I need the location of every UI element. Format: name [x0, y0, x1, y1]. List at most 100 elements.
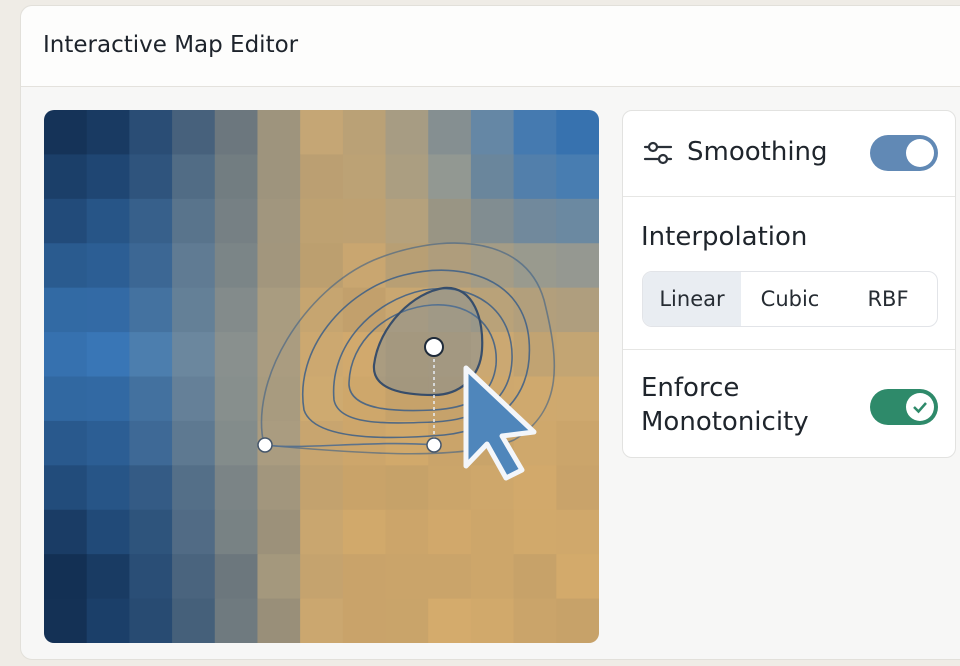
- heatmap-cell: [300, 110, 344, 155]
- heatmap-cell: [214, 554, 258, 600]
- heatmap-cell: [342, 198, 387, 244]
- heatmap-cell: [342, 509, 387, 555]
- heatmap-cell: [513, 110, 557, 155]
- heatmap-cell: [257, 110, 301, 155]
- heatmap-cell: [342, 110, 387, 155]
- heatmap-cell: [172, 598, 216, 643]
- heatmap-cell: [385, 509, 429, 555]
- heatmap-cell: [257, 243, 301, 289]
- heatmap-cell: [86, 110, 130, 155]
- heatmap-cell: [300, 598, 344, 643]
- heatmap-cell: [257, 554, 301, 600]
- heatmap-cell: [470, 110, 515, 155]
- heatmap[interactable]: [44, 110, 599, 643]
- heatmap-cell: [385, 376, 429, 422]
- heatmap-cell: [470, 509, 515, 555]
- heatmap-cell: [385, 243, 429, 289]
- heatmap-cell: [385, 554, 429, 600]
- heatmap-cell: [257, 376, 301, 422]
- heatmap-cell: [129, 420, 173, 466]
- heatmap-cell: [129, 243, 173, 289]
- heatmap-cell: [513, 376, 557, 422]
- heatmap-cell: [428, 198, 472, 244]
- heatmap-cell: [556, 420, 599, 466]
- heatmap-cell: [428, 243, 472, 289]
- heatmap-cell: [300, 509, 344, 555]
- heatmap-cell: [44, 110, 88, 155]
- heatmap-cell: [470, 198, 515, 244]
- heatmap-cell: [513, 332, 557, 377]
- heatmap-cell: [129, 465, 173, 511]
- control-point[interactable]: [424, 337, 444, 357]
- heatmap-cell: [129, 110, 173, 155]
- heatmap-cell: [214, 420, 258, 466]
- heatmap-cell: [86, 420, 130, 466]
- heatmap-cell: [214, 598, 258, 643]
- heatmap-cell: [86, 554, 130, 600]
- interpolation-option[interactable]: Linear: [643, 272, 741, 326]
- heatmap-cell: [342, 154, 387, 200]
- heatmap-cell: [513, 154, 557, 200]
- heatmap-cell: [556, 509, 599, 555]
- heatmap-cell: [129, 598, 173, 643]
- heatmap-cell: [172, 554, 216, 600]
- heatmap-cell: [556, 598, 599, 643]
- heatmap-cell: [300, 376, 344, 422]
- heatmap-cell: [556, 154, 599, 200]
- heatmap-cell: [86, 287, 130, 333]
- heatmap-cell: [513, 554, 557, 600]
- monotonicity-toggle[interactable]: [870, 389, 938, 425]
- interpolation-label: Interpolation: [641, 222, 808, 252]
- heatmap-cell: [470, 154, 515, 200]
- heatmap-cell: [428, 465, 472, 511]
- heatmap-cell: [556, 287, 599, 333]
- heatmap-cell: [342, 243, 387, 289]
- heatmap-cell: [342, 376, 387, 422]
- heatmap-cell: [214, 243, 258, 289]
- heatmap-cell: [428, 110, 472, 155]
- heatmap-cell: [428, 154, 472, 200]
- heatmap-cell: [300, 243, 344, 289]
- heatmap-cell: [556, 332, 599, 377]
- heatmap-cell: [513, 598, 557, 643]
- heatmap-cell: [86, 509, 130, 555]
- heatmap-cell: [172, 154, 216, 200]
- heatmap-cell: [86, 465, 130, 511]
- control-point[interactable]: [426, 437, 442, 453]
- heatmap-cell: [86, 243, 130, 289]
- control-point[interactable]: [257, 437, 273, 453]
- heatmap-cell: [172, 110, 216, 155]
- header: Interactive Map Editor: [21, 6, 960, 87]
- heatmap-cell: [86, 598, 130, 643]
- interpolation-option[interactable]: Cubic: [760, 287, 820, 311]
- heatmap-cell: [513, 243, 557, 289]
- heatmap-cell: [172, 332, 216, 377]
- cursor: [463, 365, 537, 481]
- smoothing-toggle[interactable]: [870, 135, 938, 171]
- heatmap-cell: [44, 598, 88, 643]
- heatmap-cell: [172, 243, 216, 289]
- heatmap-cell: [257, 598, 301, 643]
- heatmap-cell: [428, 554, 472, 600]
- heatmap-cell: [428, 598, 472, 643]
- heatmap-cell: [129, 154, 173, 200]
- heatmap-cell: [214, 332, 258, 377]
- heatmap-cell: [257, 287, 301, 333]
- heatmap-cell: [556, 465, 599, 511]
- heatmap-cell: [385, 110, 429, 155]
- heatmap-cell: [300, 332, 344, 377]
- heatmap-cell: [44, 420, 88, 466]
- heatmap-cell: [342, 554, 387, 600]
- heatmap-cell: [44, 332, 88, 377]
- heatmap-cell: [385, 154, 429, 200]
- heatmap-cell: [214, 110, 258, 155]
- heatmap-cell: [129, 554, 173, 600]
- interpolation-option[interactable]: RBF: [867, 287, 909, 311]
- sliders-icon: [643, 141, 673, 165]
- heatmap-cell: [214, 465, 258, 511]
- heatmap-cell: [470, 243, 515, 289]
- heatmap-cell: [44, 198, 88, 244]
- heatmap-cell: [172, 198, 216, 244]
- heatmap-cell: [300, 554, 344, 600]
